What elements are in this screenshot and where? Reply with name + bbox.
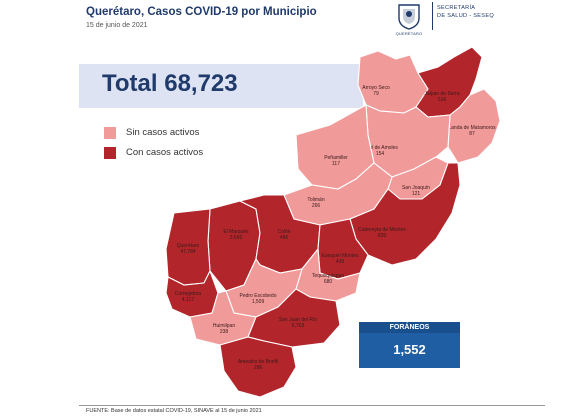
footer-divider xyxy=(79,405,545,406)
muni-label: Amealco de Bonfil 296 xyxy=(238,359,278,371)
muni-label: Colón 486 xyxy=(277,229,290,241)
muni-label: Jalpan de Serra 516 xyxy=(424,91,460,103)
muni-huimilpan[interactable]: Huimilpan 238 xyxy=(189,290,257,346)
muni-label: Pedro Escobedo 1,509 xyxy=(240,293,277,305)
legend-label-inactive: Sin casos activos xyxy=(126,127,200,138)
muni-label: Landa de Matamoros 87 xyxy=(448,125,496,137)
muni-label: San Juan del Río 5,763 xyxy=(279,317,318,329)
total-cases: Total 68,723 xyxy=(102,70,238,97)
queretaro-municipality-map: Arroyo Seco 79 Jalpan de Serra 516 Landa d… xyxy=(165,46,501,398)
muni-label: Querétaro 47,784 xyxy=(177,243,200,255)
muni-label: Tequisquiapan 680 xyxy=(312,273,344,285)
logo-city-text: QUERÉTARO xyxy=(395,31,423,36)
total-banner: Total 68,723 xyxy=(79,64,363,108)
logo-line1: SECRETARÍA xyxy=(437,5,476,11)
muni-arroyo-seco[interactable]: Arroyo Seco 79 xyxy=(357,50,429,114)
muni-label: El Marqués 3,660 xyxy=(223,229,249,241)
foraneos-box: FORÁNEOS 1,552 xyxy=(359,322,460,368)
muni-label: Tolimán 266 xyxy=(307,197,324,209)
source-footnote: FUENTE: Base de datos estatal COVID-19, … xyxy=(86,408,262,414)
muni-label: Arroyo Seco 79 xyxy=(362,85,390,97)
muni-label: Pinal de Amoles 154 xyxy=(362,145,398,157)
page-title: Querétaro, Casos COVID-19 por Municipio xyxy=(86,6,317,18)
muni-label: Ezequiel Montes 439 xyxy=(322,253,359,265)
muni-landa-de-matamoros[interactable]: Landa de Matamoros 87 xyxy=(447,88,501,164)
seseq-logo: QUERÉTARO SECRETARÍA DE SALUD - SESEQ xyxy=(393,0,503,40)
muni-label: San Joaquín 121 xyxy=(402,185,430,197)
logo-divider xyxy=(432,2,433,30)
muni-label: Cadereyta de Montes 839 xyxy=(358,227,406,239)
foraneos-value: 1,552 xyxy=(393,342,426,357)
report-date: 15 de junio de 2021 xyxy=(86,22,148,29)
muni-label: Peñamiller 117 xyxy=(324,155,348,167)
legend-label-active: Con casos activos xyxy=(126,147,204,158)
muni-pinal-de-amoles[interactable]: Pinal de Amoles 154 xyxy=(362,104,451,178)
muni-label: Corregidora 4,117 xyxy=(175,291,202,303)
state-seal-icon xyxy=(398,4,420,30)
muni-amealco-de-bonfil[interactable]: Amealco de Bonfil 296 xyxy=(219,336,297,398)
legend-swatch-inactive xyxy=(104,127,116,139)
muni-queretaro[interactable]: Querétaro 47,784 xyxy=(165,208,211,286)
foraneos-label: FORÁNEOS xyxy=(359,322,460,333)
legend-swatch-active xyxy=(104,147,116,159)
muni-label: Huimilpan 238 xyxy=(213,323,235,335)
logo-line2: DE SALUD - SESEQ xyxy=(437,13,495,19)
